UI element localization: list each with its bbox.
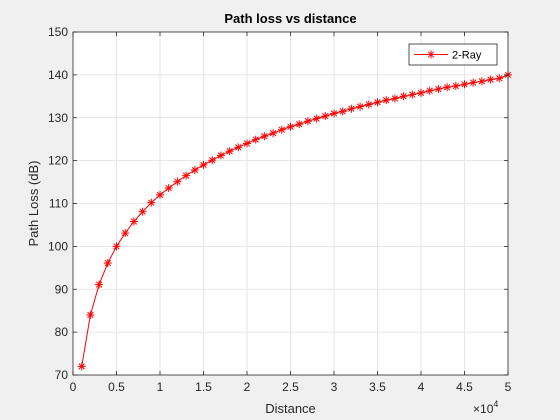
data-point-marker: [495, 74, 504, 83]
data-point-marker: [243, 139, 251, 148]
x-tick-label: 0.5: [108, 380, 125, 394]
legend-marker: [427, 50, 435, 59]
data-point-marker: [147, 198, 156, 207]
data-point-marker: [103, 259, 112, 268]
data-point-marker: [199, 160, 208, 169]
x-tick-label: 4: [418, 380, 425, 394]
data-point-marker: [77, 362, 86, 371]
data-point-marker: [373, 98, 382, 107]
data-point-marker: [138, 207, 147, 216]
data-point-marker: [338, 107, 347, 116]
data-point-marker: [208, 156, 217, 165]
y-tick-label: 150: [48, 25, 68, 39]
data-point-marker: [190, 166, 199, 175]
x-tick-label: 1.5: [195, 380, 212, 394]
data-point-marker: [173, 177, 182, 186]
data-point-marker: [408, 90, 417, 99]
y-tick-label: 110: [49, 197, 68, 211]
data-point-marker: [182, 171, 191, 180]
x-tick-label: 3: [331, 380, 338, 394]
data-point-marker: [364, 100, 373, 109]
data-point-marker: [112, 242, 121, 251]
data-point-marker: [399, 92, 408, 101]
data-point-marker: [390, 94, 399, 103]
x-axis-label: Distance: [265, 401, 316, 416]
x-tick-label: 2.5: [282, 380, 299, 394]
data-point-marker: [382, 96, 391, 105]
data-point-marker: [251, 135, 260, 144]
x-tick-label: 3.5: [369, 380, 386, 394]
x-exponent-base: 10: [480, 402, 494, 416]
data-point-marker: [129, 217, 138, 226]
y-axis-label: Path Loss (dB): [26, 161, 41, 247]
data-point-marker: [303, 117, 312, 126]
data-point-marker: [234, 143, 243, 152]
data-point-marker: [164, 184, 173, 193]
legend-asterisk-icon: [427, 50, 435, 59]
data-point-marker: [286, 122, 295, 131]
y-tick-label: 100: [48, 239, 68, 253]
data-point-marker: [434, 85, 443, 94]
series-layer: [77, 70, 512, 371]
x-tick-label: 2: [244, 380, 251, 394]
y-tick-label: 120: [48, 154, 68, 168]
y-tick-label: 70: [55, 368, 69, 382]
y-tick-label: 80: [55, 325, 69, 339]
data-point-marker: [356, 102, 365, 111]
x-tick-label: 1: [157, 380, 164, 394]
data-point-marker: [156, 190, 164, 199]
y-tick-label: 90: [55, 282, 69, 296]
x-axis-exponent: ×104: [473, 399, 498, 416]
legend: 2-Ray: [408, 43, 498, 66]
data-point-marker: [295, 120, 304, 129]
data-point-marker: [95, 280, 104, 289]
data-point-marker: [321, 112, 330, 121]
axis-ticks: 0 0.5 1 1.5 2 2.5 3 3.5 4 4.5 5 70 80 90 100 110 120 130 1…: [48, 25, 512, 394]
data-point-marker: [460, 80, 469, 89]
legend-label: 2-Ray: [452, 50, 482, 62]
data-point-marker: [312, 114, 321, 123]
data-point-marker: [417, 88, 425, 97]
data-point-marker: [121, 229, 130, 238]
x-exponent-symbol: ×: [473, 402, 480, 416]
legend-box: [408, 43, 498, 66]
x-tick-label: 5: [505, 380, 512, 394]
x-tick-label: 0: [70, 380, 77, 394]
chart-title: Path loss vs distance: [224, 11, 356, 26]
data-point-marker: [216, 151, 225, 160]
data-point-marker: [277, 125, 286, 134]
data-point-marker: [330, 109, 338, 118]
data-point-marker: [477, 77, 486, 86]
data-point-marker: [225, 147, 234, 156]
data-point-marker: [425, 86, 434, 95]
y-tick-label: 140: [48, 68, 68, 82]
data-point-marker: [86, 310, 95, 319]
data-point-marker: [260, 132, 269, 141]
data-point-marker: [269, 129, 278, 138]
y-tick-label: 130: [48, 111, 68, 125]
x-exponent-power: 4: [493, 399, 498, 409]
x-tick-label: 4.5: [456, 380, 473, 394]
data-point-marker: [443, 83, 452, 92]
data-point-marker: [469, 78, 478, 87]
data-point-marker: [486, 75, 495, 84]
data-point-marker: [451, 82, 460, 91]
data-point-marker: [347, 104, 356, 113]
